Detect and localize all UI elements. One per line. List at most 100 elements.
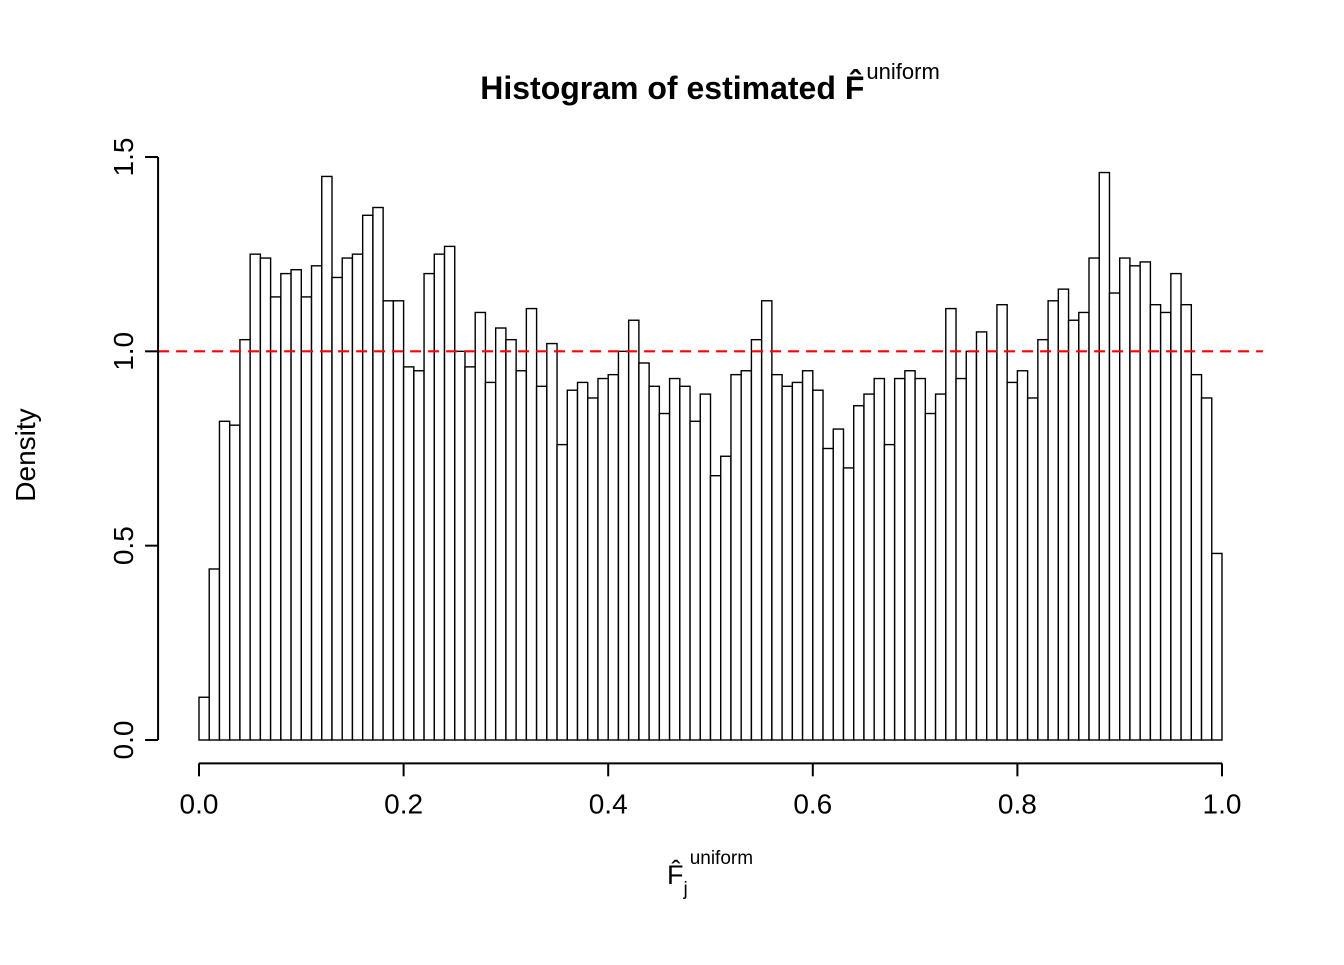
histogram-bar xyxy=(454,350,466,741)
histogram-bar xyxy=(1016,370,1029,741)
histogram-bar xyxy=(280,272,292,741)
y-tick-label: 0.5 xyxy=(108,526,139,565)
histogram-bar xyxy=(1047,300,1060,741)
histogram-bar xyxy=(269,296,282,741)
histogram-bar xyxy=(259,257,272,741)
histogram-bar xyxy=(300,296,313,741)
histogram-bar xyxy=(597,377,609,741)
histogram-bar xyxy=(1006,381,1019,741)
histogram-bar xyxy=(1139,261,1152,741)
chart-title-prefix: Histogram of estimated xyxy=(480,70,836,106)
histogram-bar xyxy=(198,696,210,741)
histogram-bar xyxy=(750,338,763,741)
histogram-bar xyxy=(771,373,783,741)
histogram-bar xyxy=(566,389,579,741)
histogram-bar xyxy=(587,397,599,741)
histogram-bar xyxy=(822,447,834,741)
histogram-bar xyxy=(208,568,221,741)
histogram-bar xyxy=(842,467,855,741)
histogram-bar xyxy=(863,393,875,741)
x-axis-title-superscript: uniform xyxy=(690,848,753,869)
histogram-bar xyxy=(1149,303,1162,741)
x-axis-ticks: 0.0 0.2 0.4 0.6 0.8 1.0 xyxy=(180,763,1242,819)
histogram-bar xyxy=(239,338,251,741)
chart-title-superscript: uniform xyxy=(866,59,939,84)
histogram-bar xyxy=(965,350,978,741)
histogram-bar xyxy=(382,300,395,741)
y-axis-ticks: 0.0 0.5 1.0 1.5 xyxy=(108,138,159,760)
histogram-bar xyxy=(689,420,701,741)
histogram-bar xyxy=(801,370,814,741)
histogram-bar xyxy=(351,253,364,741)
histogram-bar xyxy=(996,303,1008,741)
histogram-bar xyxy=(975,331,988,741)
histogram-bar xyxy=(638,362,650,741)
histogram-bar xyxy=(402,366,415,741)
x-tick-label: 0.6 xyxy=(793,788,832,819)
y-tick-label: 1.0 xyxy=(108,332,139,371)
histogram-bar xyxy=(720,455,732,741)
histogram-bar xyxy=(484,381,497,741)
histogram-bar xyxy=(474,311,487,741)
x-axis-title-symbol: F̂ xyxy=(667,860,684,890)
histogram-bar xyxy=(1088,257,1100,741)
histogram-bar xyxy=(832,428,845,741)
histogram-bar xyxy=(1026,397,1039,741)
histogram-bar xyxy=(668,377,681,741)
histogram-bar xyxy=(413,370,425,741)
histogram-bar xyxy=(730,373,742,741)
histogram-bars xyxy=(198,171,1223,741)
histogram-bar xyxy=(290,269,303,741)
y-tick-label: 1.5 xyxy=(108,138,139,177)
histogram-bar xyxy=(372,206,384,741)
y-tick-label: 0.0 xyxy=(108,721,139,760)
histogram-bar xyxy=(249,253,262,741)
y-axis-title: Density xyxy=(10,408,41,501)
histogram-bar xyxy=(853,405,865,741)
histogram-bar xyxy=(1067,319,1080,741)
histogram-bar xyxy=(1118,257,1131,741)
histogram-bar xyxy=(679,385,691,741)
x-tick-label: 0.4 xyxy=(589,788,628,819)
histogram-bar xyxy=(321,175,333,741)
histogram-bar xyxy=(546,342,558,741)
histogram-bar xyxy=(648,385,661,741)
histogram-bar xyxy=(1129,265,1141,741)
x-axis-title: F̂juniform xyxy=(667,848,753,900)
histogram-bar xyxy=(924,412,937,741)
histogram-bar xyxy=(1037,338,1049,741)
histogram-bar xyxy=(392,300,405,741)
histogram-bar xyxy=(1098,171,1111,741)
histogram-bar xyxy=(576,381,589,741)
histogram-bar xyxy=(1180,303,1193,741)
histogram-bar xyxy=(1170,272,1182,741)
histogram-bar xyxy=(945,307,957,741)
histogram-bar xyxy=(709,475,722,741)
histogram-bar xyxy=(904,370,916,741)
histogram-bar xyxy=(1159,311,1172,741)
histogram-bar xyxy=(781,385,794,741)
histogram-bar xyxy=(617,350,630,741)
histogram-bar xyxy=(760,300,773,741)
histogram-bar xyxy=(505,338,517,741)
histogram-bar xyxy=(955,377,967,741)
histogram-bar xyxy=(556,443,568,741)
histogram-bar xyxy=(525,307,538,741)
histogram-bar xyxy=(1057,288,1070,741)
chart-title: Histogram of estimated F̂uniform xyxy=(480,59,940,106)
x-tick-label: 0.0 xyxy=(180,788,219,819)
histogram-bar xyxy=(464,366,476,741)
histogram-bar xyxy=(1211,552,1223,741)
histogram-bar xyxy=(791,381,804,741)
histogram-bar xyxy=(331,276,343,741)
histogram-bar xyxy=(228,424,241,741)
histogram-bar xyxy=(1108,292,1121,741)
histogram-bar xyxy=(433,253,446,741)
x-tick-label: 0.2 xyxy=(384,788,423,819)
histogram-bar xyxy=(535,385,548,741)
histogram-bar xyxy=(883,443,896,741)
histogram-bar xyxy=(699,393,712,741)
x-tick-label: 1.0 xyxy=(1203,788,1242,819)
chart-title-symbol: F̂ xyxy=(845,69,865,106)
